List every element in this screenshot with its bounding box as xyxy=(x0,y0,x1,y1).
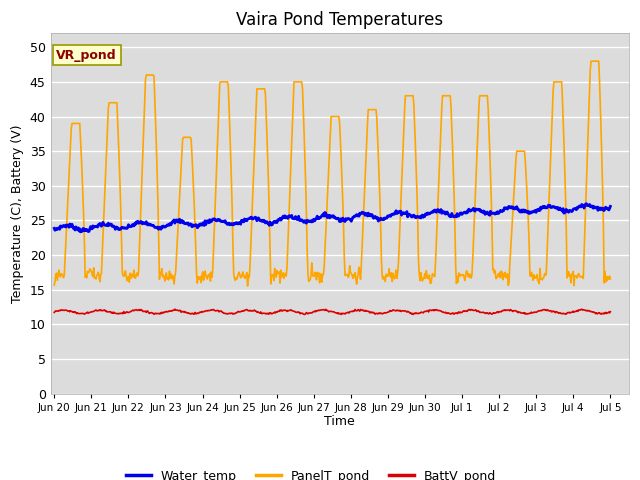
Y-axis label: Temperature (C), Battery (V): Temperature (C), Battery (V) xyxy=(11,124,24,303)
Title: Vaira Pond Temperatures: Vaira Pond Temperatures xyxy=(236,11,444,29)
Text: VR_pond: VR_pond xyxy=(56,48,117,61)
X-axis label: Time: Time xyxy=(324,415,355,429)
Legend: Water_temp, PanelT_pond, BattV_pond: Water_temp, PanelT_pond, BattV_pond xyxy=(121,465,500,480)
